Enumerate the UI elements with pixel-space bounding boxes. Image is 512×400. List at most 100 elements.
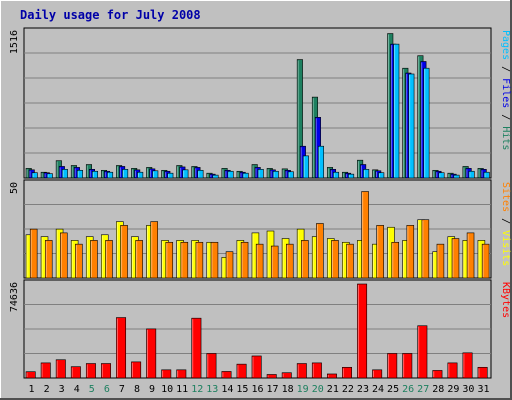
x-tick-label-day-24: 24 <box>372 384 384 395</box>
x-tick-label-day-17: 17 <box>267 384 279 395</box>
x-tick-label-day-22: 22 <box>342 384 354 395</box>
x-tick-label-day-8: 8 <box>134 384 140 395</box>
bar-pages-day-14 <box>227 170 234 179</box>
x-tick-label-day-9: 9 <box>149 384 155 395</box>
bar-kbytes-day-31 <box>477 366 488 379</box>
y-max-label: 50 <box>9 182 20 194</box>
bar-kbytes-day-11 <box>176 369 187 379</box>
bar-kbytes-day-7 <box>116 317 127 379</box>
bar-sites-day-14 <box>225 251 234 279</box>
legend-/: / <box>500 108 511 126</box>
bar-kbytes-day-3 <box>55 359 66 379</box>
bar-kbytes-day-18 <box>281 372 292 379</box>
bar-sites-day-9 <box>150 221 158 279</box>
chart-title: Daily usage for July 2008 <box>20 8 201 22</box>
x-tick-label-day-29: 29 <box>447 384 459 395</box>
bar-sites-day-10 <box>165 241 174 279</box>
bar-sites-day-12 <box>195 241 204 279</box>
x-tick-label-day-6: 6 <box>104 384 110 395</box>
bar-kbytes-day-8 <box>131 361 142 379</box>
bar-sites-day-22 <box>346 243 354 279</box>
x-tick-label-day-27: 27 <box>417 384 429 395</box>
bar-sites-day-25 <box>391 241 399 279</box>
bar-pages-day-11 <box>182 169 189 179</box>
bar-kbytes-day-16 <box>251 355 262 379</box>
bar-kbytes-day-21 <box>326 373 337 379</box>
bar-pages-day-16 <box>257 169 264 179</box>
bar-sites-day-28 <box>436 243 445 279</box>
bar-pages-day-26 <box>408 73 415 179</box>
x-tick-label-day-23: 23 <box>357 384 369 395</box>
bar-sites-day-5 <box>90 240 98 279</box>
x-tick-label-day-11: 11 <box>176 384 188 395</box>
bar-kbytes-day-26 <box>402 353 413 379</box>
bar-kbytes-day-25 <box>387 353 398 379</box>
bar-sites-day-15 <box>240 241 249 279</box>
bar-hits-day-19 <box>296 59 303 179</box>
bar-pages-day-4 <box>76 169 83 179</box>
bar-pages-day-21 <box>333 171 340 179</box>
bar-kbytes-day-5 <box>85 363 96 379</box>
bar-sites-day-2 <box>44 240 53 279</box>
bar-kbytes-day-17 <box>266 374 277 379</box>
bar-pages-day-30 <box>468 170 475 179</box>
bar-kbytes-day-15 <box>236 363 247 379</box>
bar-pages-day-2 <box>46 173 53 179</box>
panel-1: 1516 Pages / Files / Hits <box>9 27 511 179</box>
bar-sites-day-18 <box>286 243 294 279</box>
bar-sites-day-24 <box>376 225 384 279</box>
legend-label: KBytes <box>500 282 511 318</box>
bar-pages-day-9 <box>152 170 159 179</box>
bar-pages-day-1 <box>31 172 38 179</box>
x-tick-label-day-25: 25 <box>387 384 399 395</box>
bar-pages-day-15 <box>242 172 249 179</box>
bar-kbytes-day-20 <box>311 362 322 379</box>
bar-pages-day-13 <box>212 174 219 179</box>
bar-kbytes-day-23 <box>357 283 368 379</box>
x-tick-label-day-26: 26 <box>402 384 414 395</box>
bar-pages-day-23 <box>363 169 370 179</box>
bar-pages-day-3 <box>61 169 68 179</box>
bar-sites-day-17 <box>270 245 279 279</box>
bar-kbytes-day-4 <box>70 366 81 379</box>
x-tick-label-day-3: 3 <box>59 384 65 395</box>
bar-kbytes-day-6 <box>101 363 111 379</box>
y-max-label: 74636 <box>9 282 20 312</box>
bar-pages-day-5 <box>91 170 99 179</box>
x-tick-label-day-30: 30 <box>462 384 474 395</box>
x-tick-label-day-7: 7 <box>119 384 125 395</box>
bar-kbytes-day-28 <box>432 370 443 379</box>
bar-kbytes-day-24 <box>372 369 383 379</box>
legend-hits: Hits <box>500 126 511 150</box>
bar-sites-day-20 <box>316 223 324 279</box>
x-tick-label-day-16: 16 <box>251 384 263 395</box>
bar-sites-day-26 <box>406 225 415 279</box>
bar-kbytes-day-14 <box>221 371 232 379</box>
bar-kbytes-day-27 <box>417 325 428 379</box>
bar-sites-day-7 <box>120 225 128 279</box>
bar-kbytes-day-2 <box>40 362 51 379</box>
x-tick-label-day-4: 4 <box>74 384 80 395</box>
bar-pages-day-20 <box>317 145 324 179</box>
x-tick-label-day-14: 14 <box>221 384 233 395</box>
bar-pages-day-6 <box>107 171 114 179</box>
bar-kbytes-day-10 <box>161 369 172 379</box>
bar-pages-day-28 <box>438 172 445 179</box>
x-tick-label-day-5: 5 <box>89 384 95 395</box>
bar-kbytes-day-12 <box>191 317 202 379</box>
bar-sites-day-27 <box>421 219 430 279</box>
legend-/: / <box>500 212 511 230</box>
bar-kbytes-day-29 <box>447 362 458 379</box>
bar-pages-day-22 <box>348 173 355 179</box>
x-tick-label-day-31: 31 <box>477 384 489 395</box>
bar-pages-day-25 <box>393 43 400 179</box>
bar-kbytes-day-13 <box>206 353 217 379</box>
bar-kbytes-day-19 <box>296 363 307 379</box>
x-tick-label-day-13: 13 <box>206 384 218 395</box>
bar-kbytes-day-22 <box>342 366 352 379</box>
legend-label: Pages / Files / Hits <box>500 30 511 150</box>
legend-pages: Pages <box>500 30 511 60</box>
bar-sites-day-29 <box>451 238 460 279</box>
bar-sites-day-11 <box>180 241 189 279</box>
bar-sites-day-16 <box>255 243 264 279</box>
